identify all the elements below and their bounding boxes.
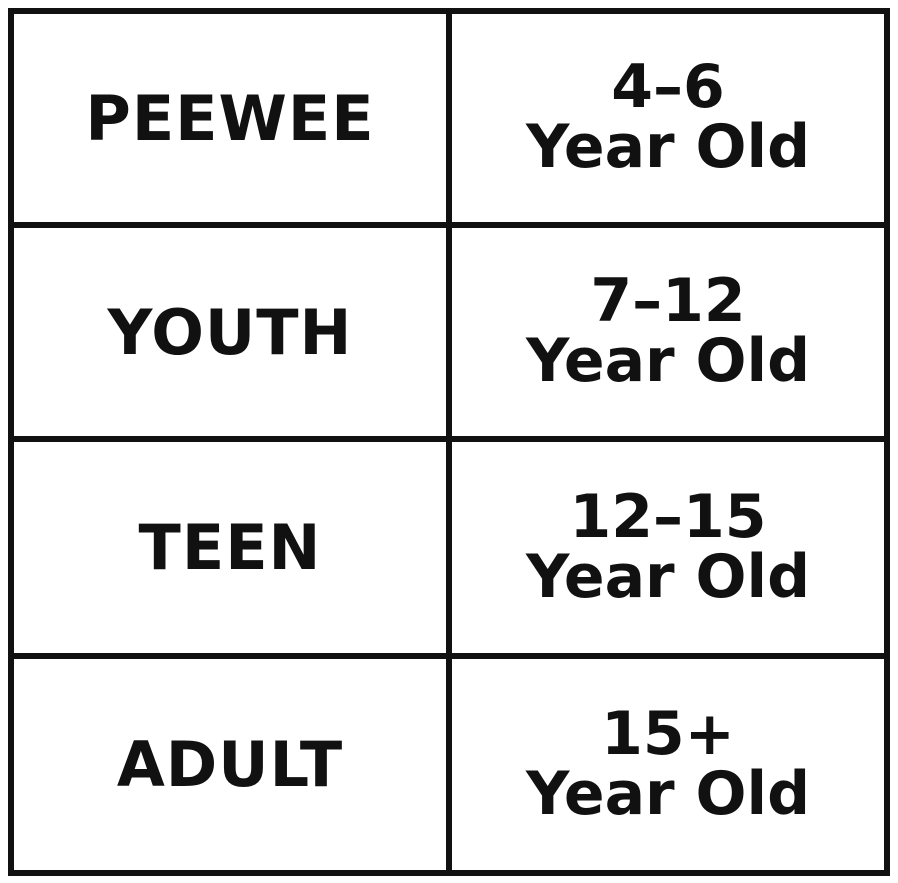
age-range-cell: 15+ Year Old: [452, 659, 884, 870]
age-category-table: PEEWEE 4–6 Year Old YOUTH 7–12 Year Old TE…: [8, 8, 890, 876]
category-cell: ADULT: [14, 659, 452, 870]
age-range: 4–6: [611, 52, 725, 122]
age-range: 12–15: [569, 481, 767, 552]
age-range-cell: 4–6 Year Old: [452, 14, 884, 228]
age-unit: Year Old: [525, 541, 811, 612]
category-label: YOUTH: [107, 295, 353, 369]
age-unit: Year Old: [525, 112, 811, 182]
age-range-cell: 7–12 Year Old: [452, 228, 884, 442]
age-unit: Year Old: [525, 758, 811, 829]
age-range: 15+: [601, 698, 735, 769]
category-cell: TEEN: [14, 442, 452, 659]
age-range: 7–12: [590, 266, 746, 336]
category-label: PEEWEE: [85, 81, 375, 155]
category-label: TEEN: [138, 511, 322, 584]
age-unit: Year Old: [525, 326, 811, 396]
age-range-cell: 12–15 Year Old: [452, 442, 884, 659]
category-cell: YOUTH: [14, 228, 452, 442]
category-label: ADULT: [116, 728, 344, 801]
category-cell: PEEWEE: [14, 14, 452, 228]
